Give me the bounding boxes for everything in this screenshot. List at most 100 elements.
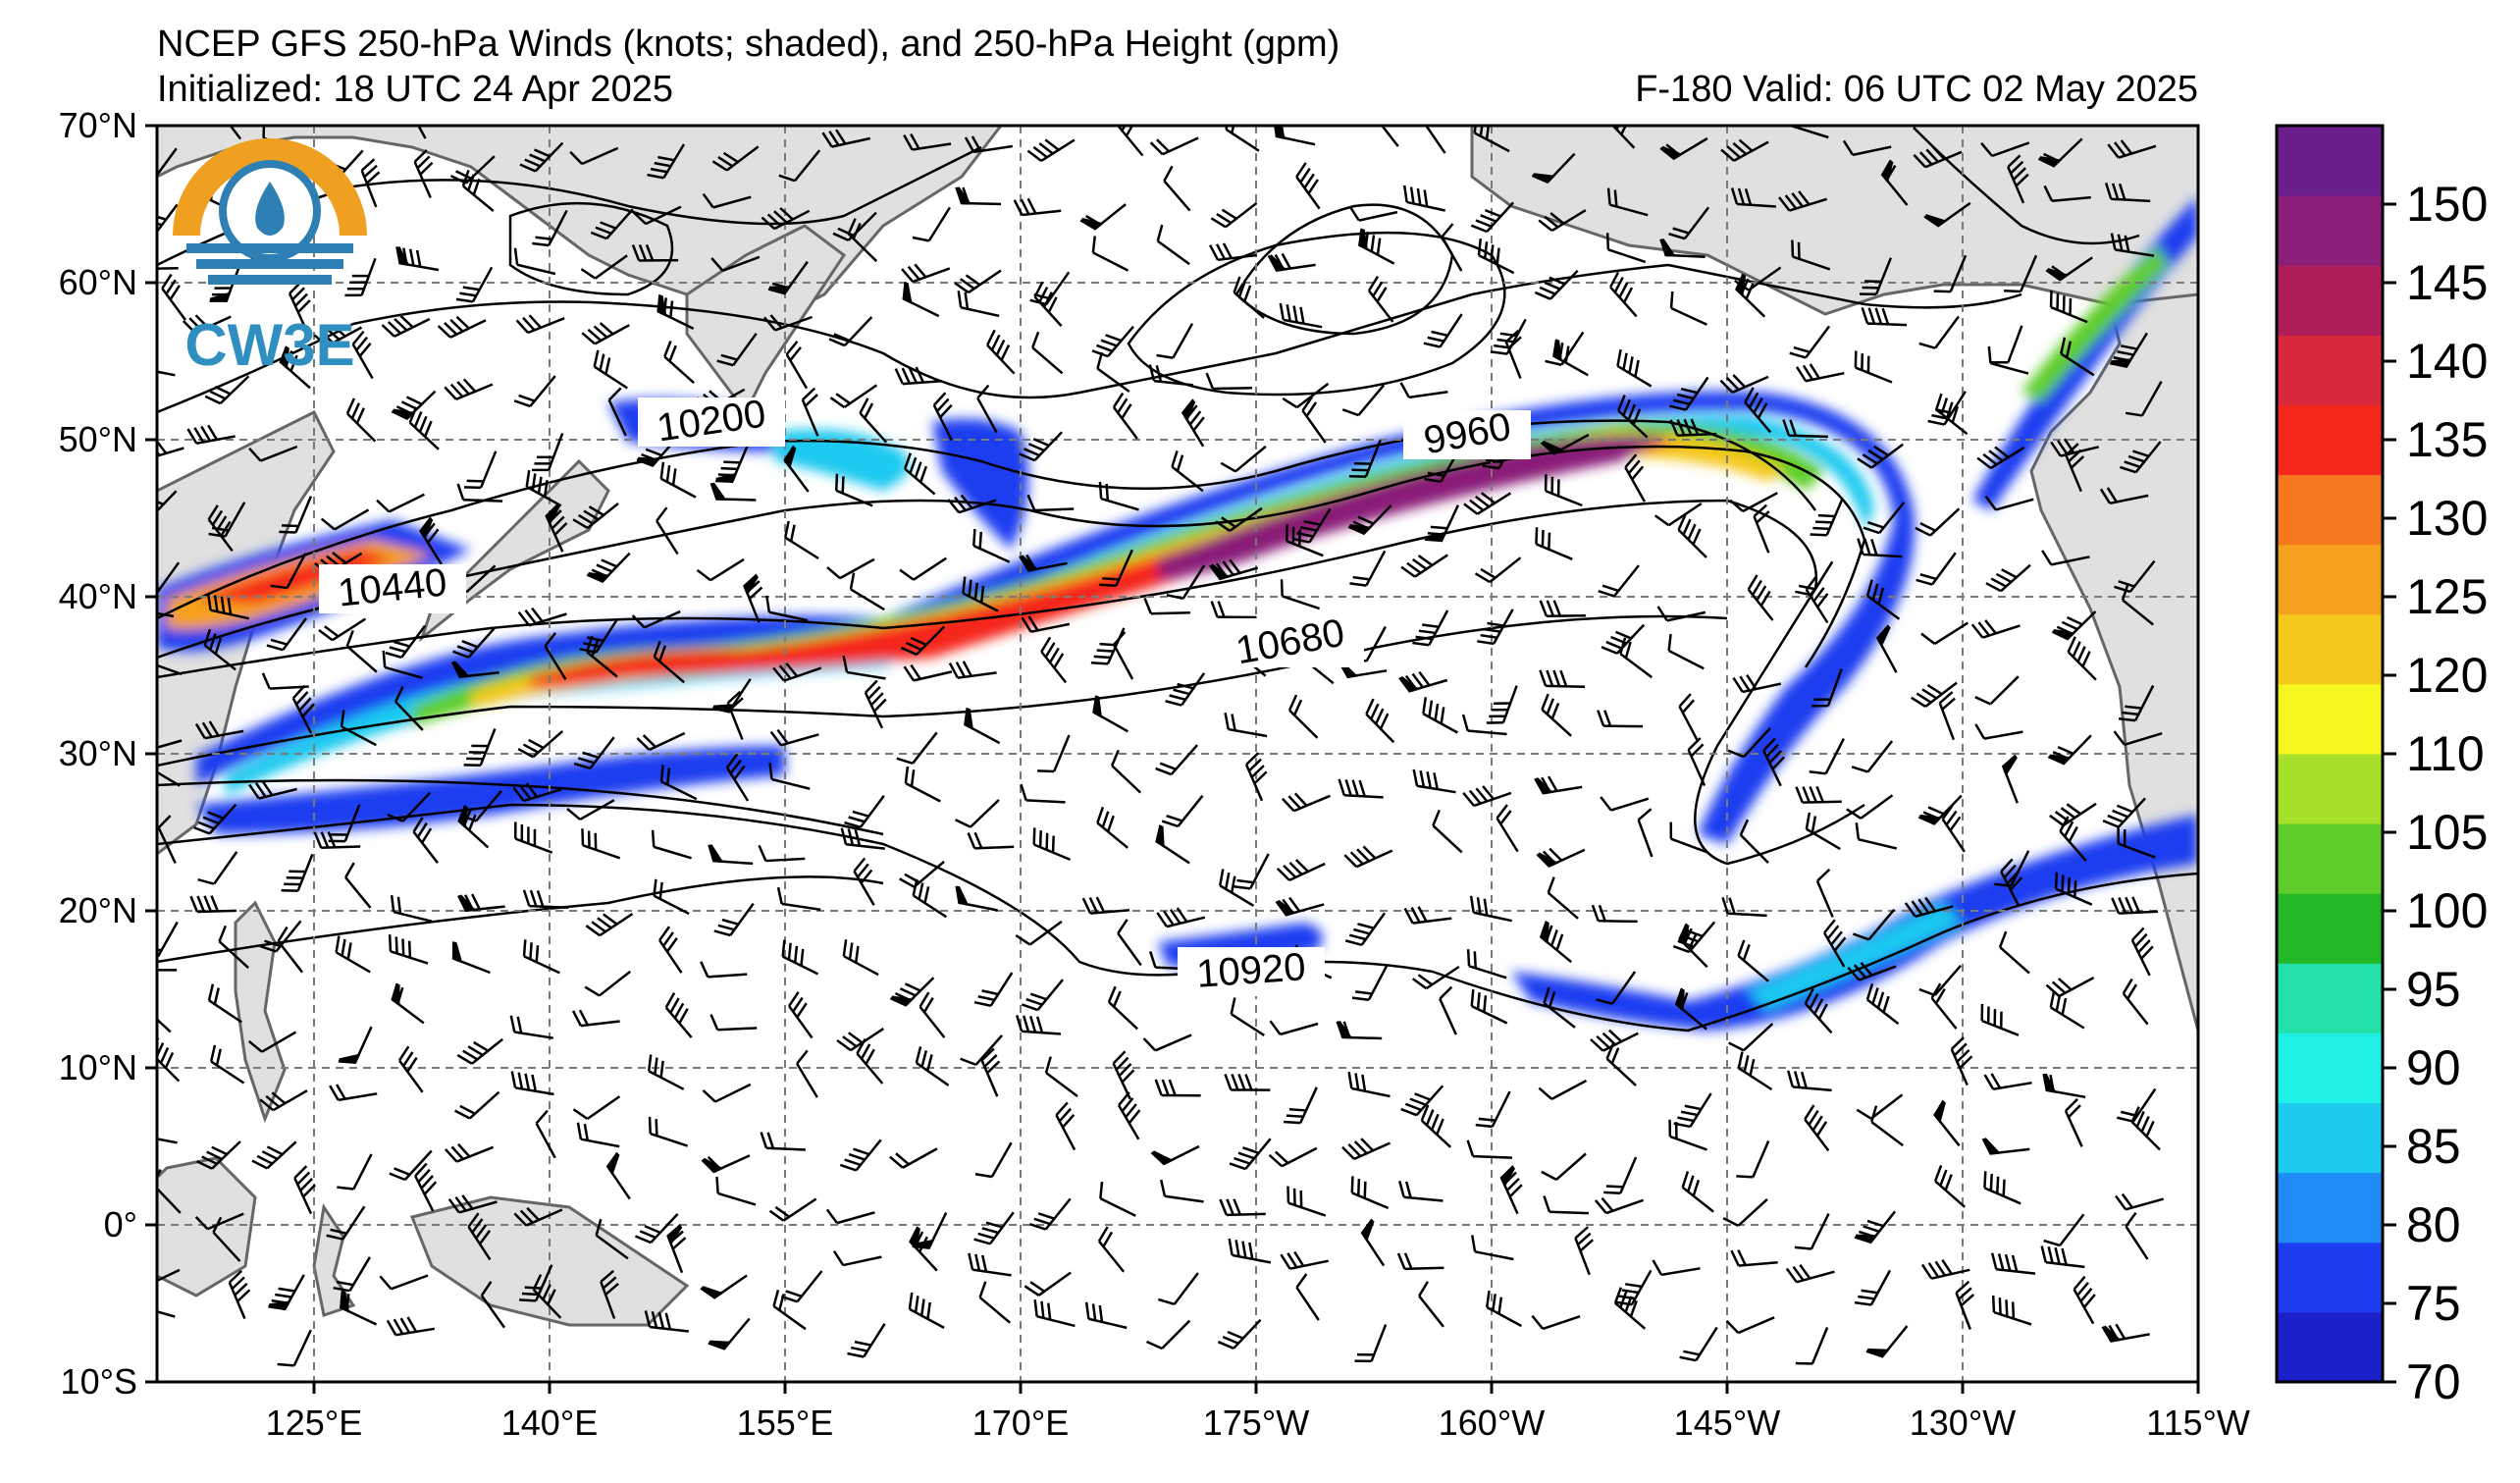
colorbar-tick-label: 105: [2406, 805, 2488, 860]
wind-barb-icon: [251, 1140, 297, 1170]
wind-barb-icon: [2045, 256, 2093, 282]
wind-barb-icon: [1911, 681, 1958, 708]
wind-barb-icon: [1613, 1287, 1647, 1330]
wind-barb-icon: [976, 384, 998, 434]
wind-barb-icon: [948, 661, 997, 679]
lon-axis: [312, 1382, 2200, 1394]
wind-barb-icon: [1875, 624, 1898, 673]
wind-barb-icon: [1209, 242, 1257, 262]
wind-barb-icon: [1603, 1156, 1638, 1194]
wind-barb-icon: [973, 1211, 1015, 1245]
wind-barb-icon: [573, 736, 615, 770]
wind-barb-icon: [1233, 276, 1265, 319]
wind-barb-icon: [1040, 636, 1068, 684]
wind-barb-icon: [2118, 684, 2155, 722]
wind-barb-icon: [513, 375, 556, 408]
wind-barb-icon: [1084, 1301, 1128, 1330]
wind-barb-icon: [344, 862, 372, 909]
wind-barb-icon: [480, 1281, 506, 1329]
wind-barb-icon: [2113, 730, 2163, 746]
wind-barb-icon: [1974, 675, 2020, 706]
wind-barb-icon: [1810, 499, 1844, 537]
wind-barb-icon: [1789, 325, 1831, 359]
wind-barb-icon: [1400, 1085, 1444, 1117]
wind-barb-icon: [821, 129, 871, 148]
wind-barb-icon: [266, 617, 308, 652]
wind-barb-icon: [1347, 1071, 1391, 1098]
wind-barb-icon: [581, 322, 630, 345]
wind-barb-icon: [1470, 989, 1508, 1025]
wind-barb-icon: [1538, 209, 1587, 233]
wind-barb-icon: [247, 1031, 297, 1053]
wind-barb-icon: [186, 424, 236, 445]
wind-barb-icon: [1166, 564, 1206, 601]
wind-barb-icon: [522, 939, 560, 975]
wind-barb-icon: [962, 576, 999, 612]
wind-barb-icon: [896, 731, 938, 766]
wind-barb-icon: [1544, 474, 1583, 507]
wind-barb-icon: [713, 902, 755, 937]
wind-barb-icon: [248, 780, 297, 800]
wind-barb-icon: [456, 483, 503, 503]
wind-barb-icon: [1159, 1179, 1204, 1203]
wind-barb-icon: [1031, 331, 1064, 375]
wind-barb-icon: [783, 445, 810, 493]
wind-barb-icon: [1156, 907, 1206, 928]
wind-barb-icon: [513, 247, 556, 276]
wind-barb-icon: [955, 799, 1000, 828]
wind-barb-icon: [522, 889, 569, 909]
wind-barb-icon: [1786, 1070, 1832, 1092]
wind-barb-icon: [1402, 185, 1445, 212]
wind-barb-icon: [1679, 1326, 1718, 1362]
wind-barb-icon: [1991, 325, 2023, 364]
wind-barb-icon: [444, 378, 494, 400]
wind-barb-icon: [915, 1046, 950, 1086]
cw3e-logo-icon: CW3E: [173, 138, 367, 378]
wind-barb-icon: [291, 684, 315, 734]
wind-barb-icon: [586, 552, 631, 583]
wind-barb-icon: [318, 617, 367, 642]
wind-barb-icon: [452, 626, 496, 659]
wind-barb-icon: [335, 935, 371, 974]
wind-barb-icon: [1983, 1171, 2021, 1205]
wind-barb-icon: [912, 206, 951, 242]
wind-barb-icon: [1037, 734, 1071, 773]
wind-barb-icon: [1348, 205, 1398, 222]
wind-barb-icon: [904, 766, 941, 803]
colorbar-tick-label: 125: [2406, 569, 2488, 624]
wind-barb-icon: [847, 1323, 886, 1358]
wind-barb-icon: [607, 387, 627, 437]
wind-barb-icon: [1112, 392, 1138, 440]
wind-barb-icon: [457, 805, 490, 849]
wind-barb-icon: [1019, 431, 1064, 462]
colorbar-tick-label: 90: [2406, 1040, 2461, 1095]
lon-tick-label: 125°E: [266, 1403, 362, 1443]
wind-barb-icon: [664, 992, 693, 1038]
wind-barb-icon: [1210, 201, 1258, 229]
wind-barb-icon: [581, 828, 621, 860]
wind-barb-icon: [1463, 492, 1512, 515]
wind-barb-icon: [1116, 126, 1144, 157]
wind-barb-icon: [1795, 1327, 1829, 1365]
wind-barb-icon: [2059, 816, 2087, 862]
wind-barb-icon: [1678, 693, 1700, 742]
wind-barb-icon: [1933, 1099, 1961, 1147]
wind-barb-icon: [2064, 1097, 2083, 1147]
wind-barb-icon: [1727, 726, 1772, 759]
wind-barb-icon: [1788, 126, 1829, 139]
wind-barb-icon: [1794, 1213, 1830, 1250]
colorbar-tick-label: 100: [2406, 883, 2488, 938]
wind-barb-icon: [1736, 1140, 1770, 1179]
colorbar-tick-label: 85: [2406, 1119, 2461, 1174]
wind-barb-icon: [2001, 754, 2019, 804]
wind-barb-icon: [1865, 982, 1900, 1026]
wind-barb-icon: [1853, 908, 1896, 941]
wind-barb-icon: [1737, 939, 1769, 982]
wind-barb-icon: [2049, 290, 2088, 324]
wind-barb-icon: [1357, 228, 1395, 265]
wind-barb-icon: [1142, 1033, 1192, 1052]
wind-barb-icon: [769, 728, 819, 747]
colorbar-swatch: [2277, 613, 2383, 685]
wind-barb-icon: [519, 141, 564, 173]
init-time: Initialized: 18 UTC 24 Apr 2025: [157, 69, 673, 110]
